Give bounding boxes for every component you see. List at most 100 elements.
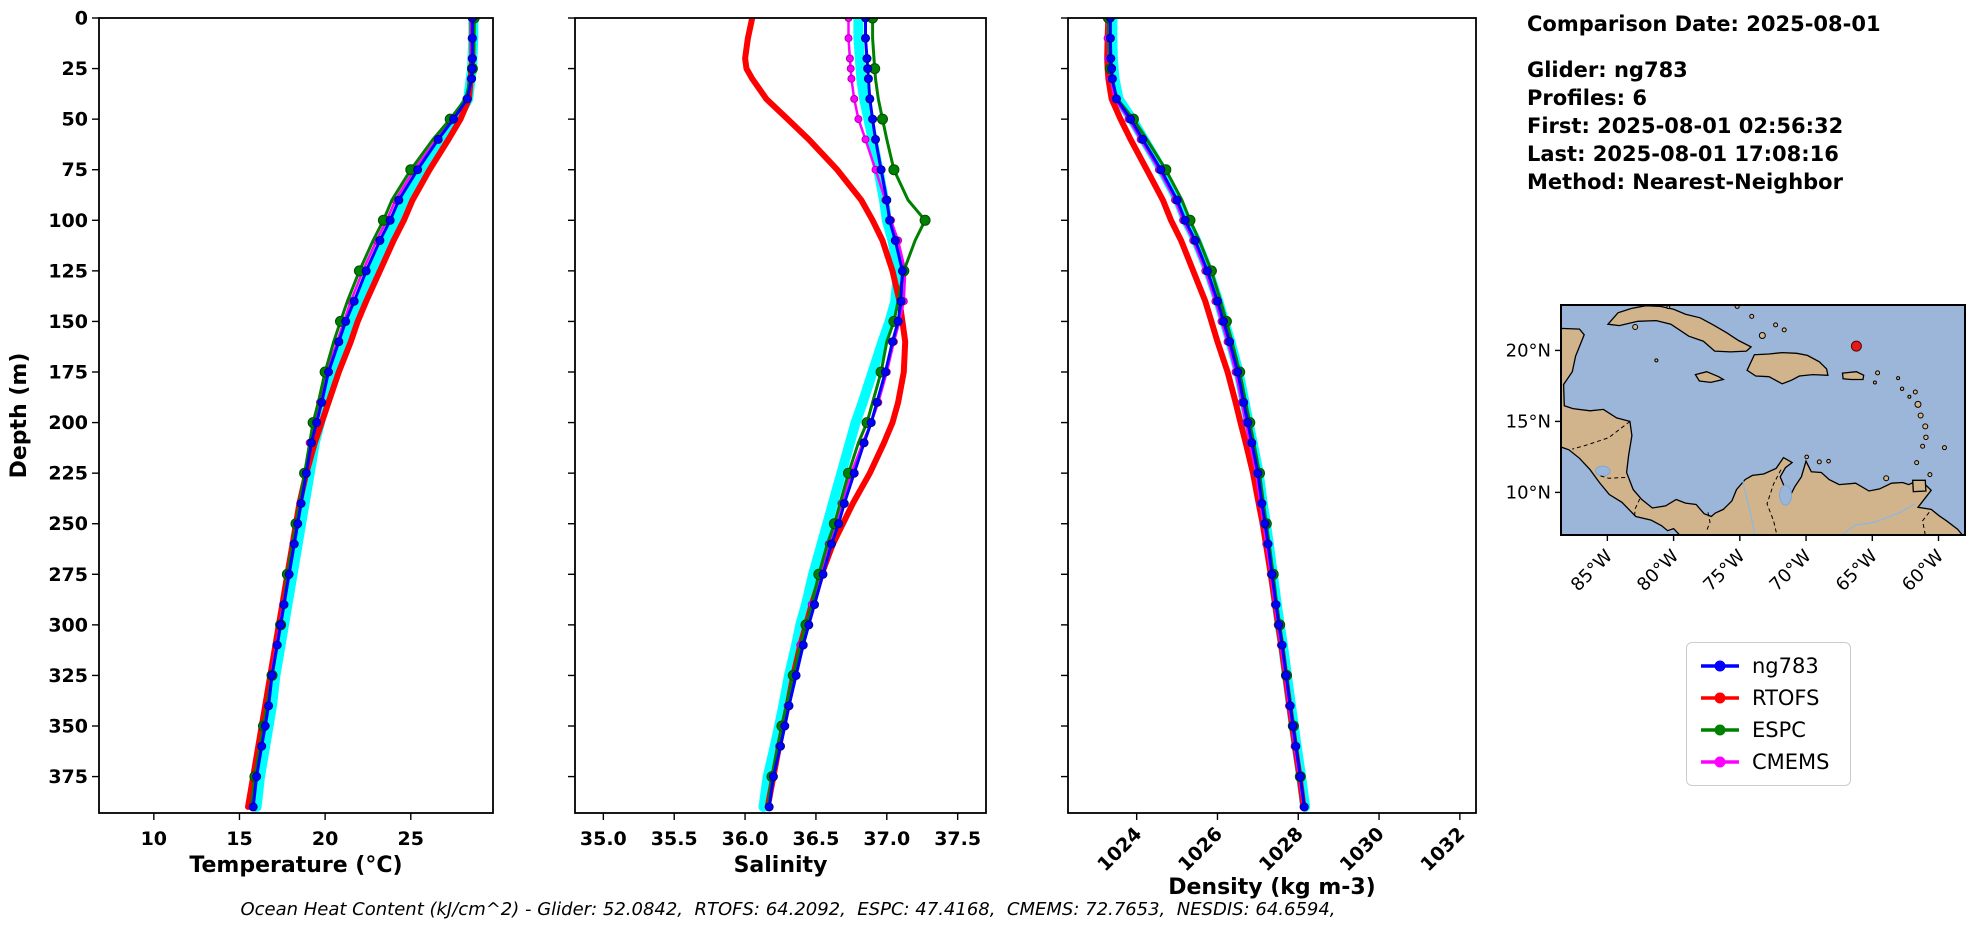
x-axis-label-salinity: Salinity bbox=[734, 853, 828, 878]
y-tick-label: 325 bbox=[48, 665, 88, 687]
info-line: Last: 2025-08-01 17:08:16 bbox=[1527, 142, 1839, 166]
map-island bbox=[1654, 358, 1659, 363]
series-markers-ng783 bbox=[1105, 18, 1309, 812]
map-island bbox=[1883, 475, 1890, 482]
depth-axis-label: Depth (m) bbox=[7, 353, 32, 479]
legend-label: ng783 bbox=[1752, 654, 1819, 678]
profile-chart-density: 1024 1026 1028 1030 1032 Density (kg m-3) bbox=[1061, 17, 1477, 900]
map-island bbox=[1914, 400, 1922, 408]
map-island bbox=[1923, 434, 1929, 441]
map-country-border bbox=[1922, 511, 1930, 535]
x-tick-label: 15 bbox=[226, 828, 252, 850]
y-tick-label: 200 bbox=[48, 412, 88, 434]
profile-chart-temperature: 10 15 20 2502550751001251501752002252502753… bbox=[7, 8, 494, 878]
map-island bbox=[1914, 460, 1920, 466]
map-lake bbox=[1779, 484, 1792, 506]
y-tick-label: 225 bbox=[48, 463, 88, 485]
map-country-border bbox=[1705, 512, 1711, 533]
x-tick-label: 1024 bbox=[1093, 823, 1146, 876]
y-tick-label: 300 bbox=[48, 614, 88, 636]
map-lat-tick-label: 20°N bbox=[1506, 340, 1551, 361]
x-tick-label: 20 bbox=[312, 828, 338, 850]
x-axis-label-density: Density (kg m-3) bbox=[1168, 875, 1376, 900]
y-tick-label: 50 bbox=[62, 109, 88, 131]
info-gap bbox=[1527, 38, 1881, 56]
series-line-ESPC bbox=[766, 18, 927, 809]
info-lines: Glider: ng783 Profiles: 6 First: 2025-08-0… bbox=[1527, 56, 1881, 196]
map-island bbox=[1749, 313, 1755, 319]
info-line: Glider: ng783 bbox=[1527, 58, 1688, 82]
y-tick-label: 375 bbox=[48, 766, 88, 788]
map-lon-tick-label: 60°W bbox=[1898, 546, 1948, 596]
y-tick-label: 0 bbox=[75, 8, 88, 30]
y-tick-label: 125 bbox=[48, 260, 88, 282]
y-tick-label: 175 bbox=[48, 362, 88, 384]
legend-label: ESPC bbox=[1752, 718, 1806, 742]
map-island bbox=[1927, 472, 1933, 478]
y-tick-label: 150 bbox=[48, 311, 88, 333]
x-axis-label-temperature: Temperature (°C) bbox=[189, 853, 402, 878]
x-tick-label: 1032 bbox=[1416, 823, 1469, 876]
legend-label: RTOFS bbox=[1752, 686, 1820, 710]
series-line-ng783 bbox=[251, 18, 474, 809]
map-lon-tick-label: 85°W bbox=[1567, 546, 1617, 596]
y-tick-label: 250 bbox=[48, 513, 88, 535]
map-lat-tick-label: 15°N bbox=[1506, 411, 1551, 432]
legend-item-rtofs: RTOFS bbox=[1699, 686, 1830, 710]
map-island bbox=[1826, 458, 1831, 464]
map-land bbox=[1841, 371, 1865, 381]
x-tick-label: 37.0 bbox=[863, 828, 910, 850]
series-line-glider-profiles-envelope bbox=[758, 18, 904, 812]
map-island bbox=[1816, 459, 1822, 465]
map-land bbox=[1694, 371, 1726, 384]
legend-item-cmems: CMEMS bbox=[1699, 750, 1830, 774]
map-island bbox=[1632, 324, 1639, 331]
legend-line-marker-icon bbox=[1701, 660, 1739, 672]
series-line-RTOFS bbox=[742, 18, 909, 810]
legend-item-espc: ESPC bbox=[1699, 718, 1830, 742]
legend: ng783 RTOFS ESPC CMEMS bbox=[1686, 642, 1851, 786]
x-tick-label: 35.0 bbox=[580, 828, 627, 850]
map-island bbox=[1922, 423, 1929, 430]
series-line-ng783 bbox=[767, 18, 904, 809]
map-island bbox=[1941, 445, 1947, 451]
x-tick-label: 1026 bbox=[1174, 823, 1227, 876]
map-land bbox=[1606, 305, 1753, 353]
map-island bbox=[1907, 394, 1912, 399]
map-island bbox=[1912, 389, 1918, 395]
map-river bbox=[1841, 503, 1916, 535]
x-tick-label: 37.5 bbox=[934, 828, 981, 850]
legend-line-marker-icon bbox=[1701, 756, 1739, 768]
map-lat-tick-label: 10°N bbox=[1506, 482, 1551, 503]
map-lon-tick-label: 70°W bbox=[1766, 546, 1816, 596]
map-river bbox=[1741, 478, 1756, 535]
x-tick-label: 1030 bbox=[1336, 823, 1389, 876]
map-island bbox=[1875, 370, 1881, 376]
y-tick-label: 100 bbox=[48, 210, 88, 232]
y-tick-label: 275 bbox=[48, 564, 88, 586]
series-markers-CMEMS bbox=[1103, 18, 1308, 811]
axes-frame bbox=[98, 17, 494, 814]
map-island bbox=[1804, 454, 1810, 460]
comparison-date: Comparison Date: 2025-08-01 bbox=[1527, 12, 1881, 36]
map-country-border bbox=[1634, 498, 1641, 517]
series-line-ng783 bbox=[1108, 18, 1306, 809]
legend-line-marker-icon bbox=[1701, 692, 1739, 704]
map-island bbox=[1872, 380, 1877, 385]
info-line: Profiles: 6 bbox=[1527, 86, 1648, 110]
axes-frame bbox=[574, 17, 987, 814]
legend-line-marker-icon bbox=[1701, 724, 1739, 736]
map-lon-tick-label: 80°W bbox=[1633, 546, 1683, 596]
map-land bbox=[1912, 479, 1927, 493]
series-markers-ng783 bbox=[248, 18, 477, 812]
location-map: 85°W 80°W 75°W 70°W 65°W 60°W 20°N 15°N 10°N bbox=[1506, 304, 1966, 596]
info-line: First: 2025-08-01 02:56:32 bbox=[1527, 114, 1844, 138]
y-tick-label: 25 bbox=[62, 58, 88, 80]
x-tick-label: 1028 bbox=[1255, 823, 1308, 876]
legend-item-ng783: ng783 bbox=[1699, 654, 1830, 678]
x-tick-label: 36.0 bbox=[722, 828, 769, 850]
y-tick-label: 75 bbox=[62, 159, 88, 181]
map-glider-position-marker bbox=[1850, 340, 1862, 352]
